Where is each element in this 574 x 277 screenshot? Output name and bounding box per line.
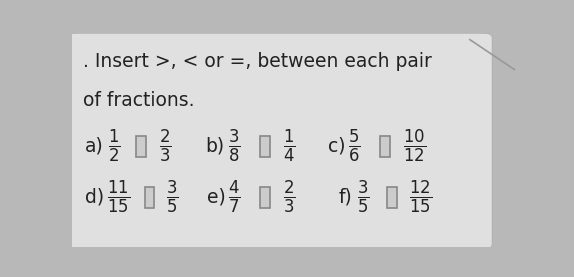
FancyBboxPatch shape	[136, 136, 146, 157]
FancyBboxPatch shape	[261, 187, 270, 208]
Text: $\frac{10}{12}$: $\frac{10}{12}$	[403, 128, 426, 165]
Text: $\frac{3}{8}$: $\frac{3}{8}$	[228, 128, 241, 165]
Text: $\frac{1}{4}$: $\frac{1}{4}$	[284, 128, 296, 165]
FancyBboxPatch shape	[381, 136, 390, 157]
Text: $\frac{4}{7}$: $\frac{4}{7}$	[228, 179, 241, 216]
Text: $\frac{11}{15}$: $\frac{11}{15}$	[107, 179, 130, 216]
FancyBboxPatch shape	[387, 187, 397, 208]
Text: $\frac{3}{5}$: $\frac{3}{5}$	[165, 179, 178, 216]
Text: $\frac{2}{3}$: $\frac{2}{3}$	[159, 128, 172, 165]
Text: of fractions.: of fractions.	[83, 91, 195, 110]
Text: $\frac{1}{2}$: $\frac{1}{2}$	[108, 128, 121, 165]
Text: e): e)	[207, 188, 226, 207]
Text: . Insert >, < or =, between each pair: . Insert >, < or =, between each pair	[83, 52, 432, 71]
FancyBboxPatch shape	[67, 33, 492, 249]
Text: a): a)	[85, 137, 104, 156]
FancyBboxPatch shape	[145, 187, 154, 208]
Text: b): b)	[205, 137, 224, 156]
Text: f): f)	[339, 188, 352, 207]
FancyBboxPatch shape	[261, 136, 270, 157]
Text: d): d)	[85, 188, 104, 207]
Text: $\frac{2}{3}$: $\frac{2}{3}$	[284, 179, 296, 216]
Text: c): c)	[328, 137, 345, 156]
Text: $\frac{12}{15}$: $\frac{12}{15}$	[409, 179, 432, 216]
Text: $\frac{3}{5}$: $\frac{3}{5}$	[357, 179, 370, 216]
Text: $\frac{5}{6}$: $\frac{5}{6}$	[348, 128, 360, 165]
